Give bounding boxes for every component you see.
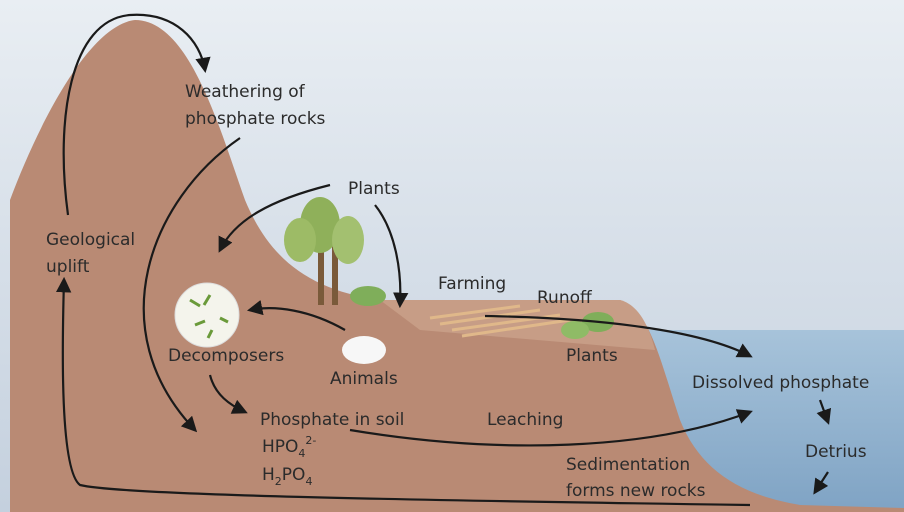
formula-part: 4 bbox=[298, 447, 305, 460]
label: Animals bbox=[330, 369, 398, 389]
formula-part: 2 bbox=[275, 475, 282, 488]
canopy bbox=[332, 216, 364, 264]
label: phosphate rocks bbox=[185, 109, 326, 129]
label: Detrius bbox=[805, 442, 867, 462]
bush bbox=[350, 286, 386, 306]
formula-part: 4 bbox=[305, 475, 312, 488]
arrow bbox=[62, 13, 211, 216]
arrow bbox=[813, 471, 829, 495]
arrow bbox=[484, 314, 753, 358]
arrow bbox=[55, 276, 751, 507]
label: Leaching bbox=[487, 410, 563, 430]
arrow bbox=[208, 374, 248, 414]
formula-part: HPO bbox=[262, 437, 298, 457]
arrow bbox=[816, 399, 832, 425]
trunk bbox=[332, 240, 338, 305]
label: Farming bbox=[438, 274, 506, 294]
arrow bbox=[246, 300, 346, 331]
formula: HPO42- bbox=[262, 434, 316, 460]
canopy bbox=[284, 218, 316, 262]
formula-part: PO bbox=[282, 465, 306, 485]
formula-part: H bbox=[262, 465, 275, 485]
bush bbox=[561, 321, 589, 339]
arrow bbox=[374, 204, 409, 309]
label: Sedimentation bbox=[566, 455, 690, 475]
formula: H2PO4 bbox=[262, 465, 312, 488]
animal bbox=[342, 336, 386, 364]
label: Plants bbox=[348, 179, 400, 199]
label: Decomposers bbox=[168, 346, 284, 366]
label: Weathering of bbox=[185, 82, 306, 102]
label: Dissolved phosphate bbox=[692, 373, 869, 393]
microbes bbox=[189, 294, 229, 339]
arrow bbox=[218, 183, 331, 253]
label: Runoff bbox=[537, 288, 593, 308]
label: forms new rocks bbox=[566, 481, 706, 501]
formula-part: 2- bbox=[305, 434, 316, 447]
trunk bbox=[318, 230, 324, 305]
label: Phosphate in soil bbox=[260, 410, 404, 430]
trees bbox=[284, 197, 614, 339]
arrows bbox=[55, 13, 832, 507]
label: Geological bbox=[46, 230, 135, 250]
label: uplift bbox=[46, 257, 90, 277]
land bbox=[10, 20, 904, 512]
plateau bbox=[380, 300, 655, 350]
arrow bbox=[349, 409, 753, 447]
arrow bbox=[142, 137, 241, 433]
label: Plants bbox=[566, 346, 618, 366]
